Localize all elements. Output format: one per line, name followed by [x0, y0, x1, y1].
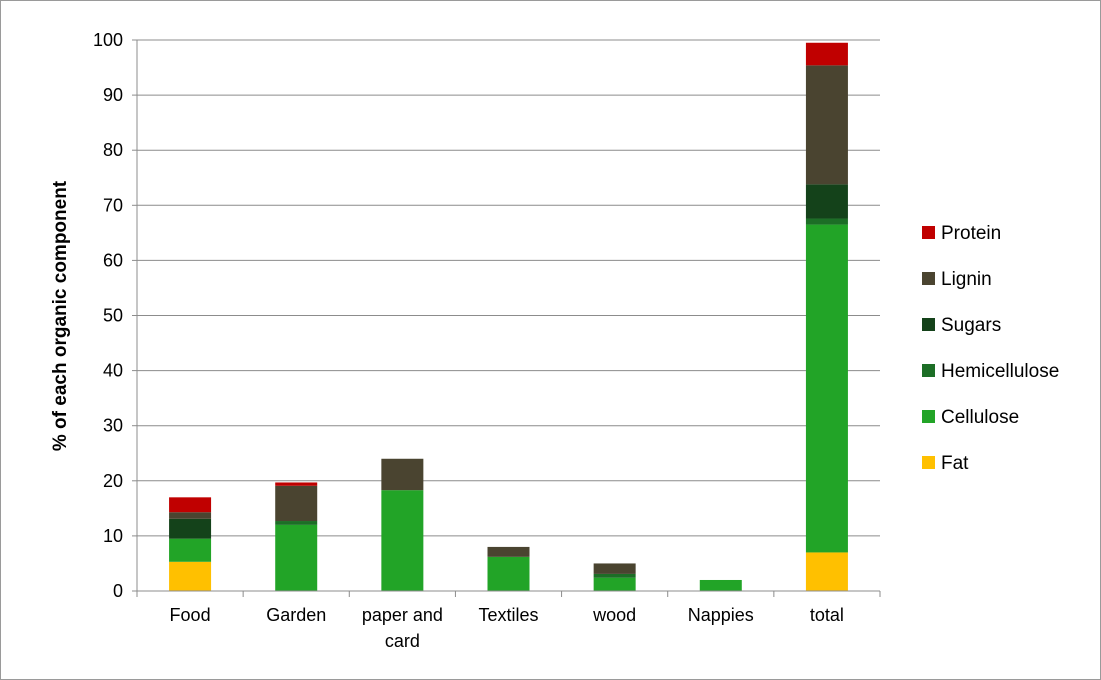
bars — [169, 42, 848, 591]
bar-segment-hemicellulose-total — [805, 218, 848, 225]
bar-segment-sugars-total — [805, 184, 848, 219]
bar-segment-sugars-food — [169, 518, 212, 539]
y-tick-label: 60 — [103, 250, 123, 270]
y-tick-label: 50 — [103, 306, 123, 326]
bar-segment-hemicellulose-garden — [275, 521, 318, 525]
y-tick-label: 0 — [113, 581, 123, 601]
x-tick-label: Textiles — [478, 605, 538, 625]
legend-label-cellulose: Cellulose — [941, 407, 1019, 428]
legend-swatch-cellulose — [922, 410, 935, 423]
bar-segment-cellulose-textiles — [487, 556, 530, 591]
x-tick-label: wood — [592, 605, 636, 625]
legend-label-hemicellulose: Hemicellulose — [941, 361, 1059, 382]
legend-swatch-fat — [922, 456, 935, 469]
x-tick-label: Nappies — [688, 605, 754, 625]
bar-segment-cellulose-nappies — [699, 579, 742, 591]
legend-label-fat: Fat — [941, 453, 969, 474]
bar-segment-lignin-paper-and-card — [381, 458, 424, 491]
legend-swatch-hemicellulose — [922, 364, 935, 377]
gridlines — [137, 39, 880, 537]
bar-segment-cellulose-garden — [275, 524, 318, 591]
bar-segment-lignin-food — [169, 512, 212, 519]
x-tick-label: Food — [170, 605, 211, 625]
y-tick-label: 100 — [93, 30, 123, 50]
x-tick-label: total — [810, 605, 844, 625]
y-tick-labels: 0 10 20 30 40 50 60 70 80 90 100 — [93, 30, 123, 601]
bar-segment-fat-food — [169, 561, 212, 591]
y-tick-label: 30 — [103, 416, 123, 436]
y-tick-label: 80 — [103, 140, 123, 160]
y-tick-label: 40 — [103, 361, 123, 381]
y-tick-label: 90 — [103, 85, 123, 105]
x-tick-labels: Food Garden paper and card Textiles wood Nappi… — [170, 605, 844, 651]
legend-swatch-lignin — [922, 272, 935, 285]
legend: Protein Lignin Sugars Hemicellulose Cellulos… — [922, 223, 1059, 474]
x-tick-label: Garden — [266, 605, 326, 625]
bar-segment-cellulose-wood — [593, 577, 636, 591]
bar-segment-lignin-garden — [275, 485, 318, 522]
legend-label-protein: Protein — [941, 223, 1001, 244]
y-tick-label: 20 — [103, 471, 123, 491]
bar-segment-protein-food — [169, 497, 212, 513]
bar-segment-lignin-textiles — [487, 546, 530, 557]
bar-segment-hemicellulose-wood — [593, 573, 636, 578]
y-tick-label: 70 — [103, 195, 123, 215]
legend-swatch-sugars — [922, 318, 935, 331]
bar-segment-lignin-total — [805, 65, 848, 185]
axes — [132, 39, 881, 597]
bar-segment-protein-total — [805, 42, 848, 66]
bar-segment-cellulose-paper-and-card — [381, 490, 424, 591]
x-tick-label: paper and card — [362, 605, 443, 651]
legend-label-sugars: Sugars — [941, 315, 1001, 336]
bar-segment-cellulose-food — [169, 538, 212, 562]
bar-segment-protein-garden — [275, 482, 318, 486]
bar-segment-fat-total — [805, 552, 848, 591]
y-axis-title: % of each organic component — [50, 180, 71, 451]
legend-swatch-protein — [922, 226, 935, 239]
y-tick-label: 10 — [103, 526, 123, 546]
bar-segment-cellulose-total — [805, 224, 848, 553]
bar-segment-lignin-wood — [593, 563, 636, 574]
legend-label-lignin: Lignin — [941, 269, 992, 290]
